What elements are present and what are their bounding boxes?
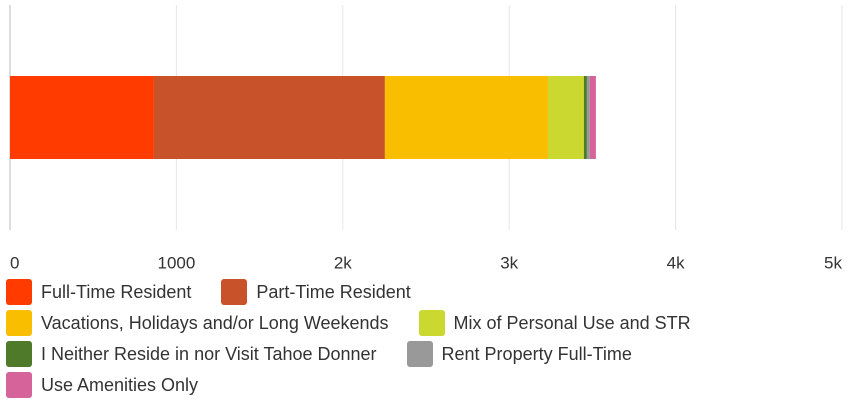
x-tick-label: 0 bbox=[10, 253, 19, 272]
legend-label: Mix of Personal Use and STR bbox=[453, 312, 691, 333]
bar-segment bbox=[586, 76, 590, 159]
x-tick-label: 4k bbox=[667, 253, 685, 272]
x-tick-label: 5k bbox=[824, 253, 842, 272]
legend-swatch bbox=[6, 372, 32, 398]
bar-segment bbox=[547, 76, 584, 159]
legend-label: Use Amenities Only bbox=[41, 374, 199, 395]
chart: 0 1000 2k 3k 4k 5k bbox=[9, 5, 843, 272]
legend-item: Rent Property Full-Time bbox=[406, 341, 632, 367]
legend-item: Mix of Personal Use and STR bbox=[418, 310, 691, 336]
legend-item: I Neither Reside in nor Visit Tahoe Donn… bbox=[6, 341, 377, 367]
legend-label: I Neither Reside in nor Visit Tahoe Donn… bbox=[41, 343, 377, 364]
legend-swatch bbox=[6, 279, 32, 305]
x-tick-label: 1000 bbox=[157, 253, 195, 272]
bar-segment bbox=[153, 76, 385, 159]
legend-item: Part-Time Resident bbox=[221, 279, 411, 305]
legend-swatch bbox=[221, 279, 248, 305]
legend-item: Use Amenities Only bbox=[6, 372, 198, 398]
legend-swatch bbox=[406, 341, 433, 367]
bar-segment bbox=[583, 76, 587, 159]
x-tick-label: 2k bbox=[334, 253, 352, 272]
legend: Full-Time Resident Part-Time Resident Vaca… bbox=[6, 279, 846, 398]
legend-label: Part-Time Resident bbox=[256, 281, 411, 302]
bar-segment bbox=[384, 76, 548, 159]
legend-label: Vacations, Holidays and/or Long Weekends bbox=[41, 312, 389, 333]
x-tick-label: 3k bbox=[500, 253, 518, 272]
bar-segment bbox=[589, 76, 596, 159]
legend-label: Full-Time Resident bbox=[41, 281, 192, 302]
bar-segment bbox=[10, 76, 154, 159]
legend-swatch bbox=[6, 310, 32, 336]
legend-item: Vacations, Holidays and/or Long Weekends bbox=[6, 310, 389, 336]
legend-swatch bbox=[6, 341, 32, 367]
legend-item: Full-Time Resident bbox=[6, 279, 191, 305]
legend-swatch bbox=[418, 310, 445, 336]
legend-label: Rent Property Full-Time bbox=[441, 343, 632, 364]
